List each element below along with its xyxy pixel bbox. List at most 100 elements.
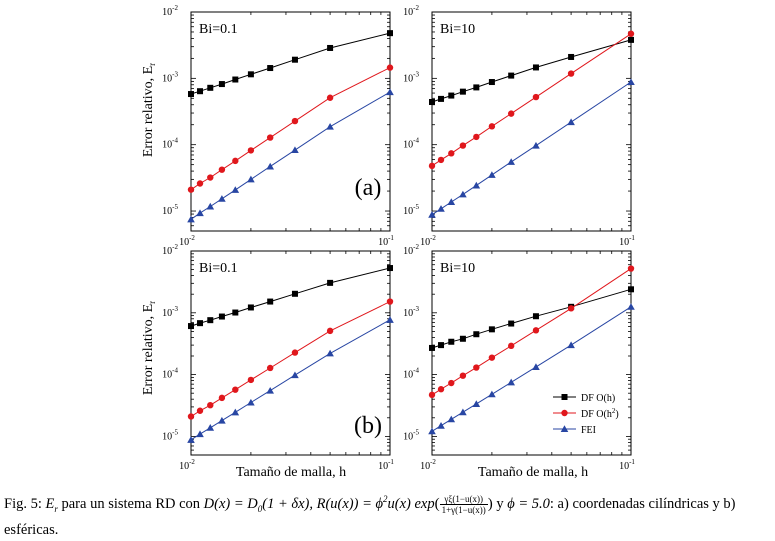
- data-point-df-oh: [532, 313, 539, 320]
- data-point-df-oh2: [448, 150, 455, 157]
- data-point-fei: [206, 424, 215, 431]
- data-point-df-oh: [508, 72, 515, 79]
- data-point-df-oh: [247, 304, 254, 311]
- data-point-df-oh2: [326, 94, 334, 101]
- plot-frame: [431, 11, 632, 232]
- data-point-df-oh: [429, 344, 435, 351]
- data-point-df-oh: [218, 313, 225, 320]
- legend: DF O(h) DF O(h2) FEI: [553, 393, 619, 436]
- data-point-df-oh2: [326, 327, 334, 335]
- data-point-df-oh: [291, 290, 298, 297]
- data-point-fei: [386, 316, 394, 323]
- legend-label: DF O(h): [581, 393, 615, 404]
- data-point-fei: [266, 162, 274, 170]
- legend-item-fei: FEI: [553, 425, 596, 436]
- legend-label: FEI: [581, 425, 596, 436]
- data-point-fei: [532, 363, 540, 370]
- caption-text: y: [492, 495, 508, 512]
- data-point-df-oh: [488, 326, 495, 333]
- x-axis-label-left: Tamaño de malla, h: [236, 465, 346, 480]
- caption-fig-label: Fig. 5:: [4, 495, 42, 512]
- series-line-fei: [431, 81, 632, 216]
- data-point-fei: [459, 190, 467, 198]
- panel-bottom-right: 10-5 10-4 10-3 10-2 10-2 10-1 Bi=10: [403, 243, 635, 472]
- data-point-df-oh: [327, 44, 334, 51]
- x-tick-label: 10-2: [179, 458, 195, 472]
- data-point-df-oh: [267, 65, 274, 72]
- panel-label: Bi=0.1: [199, 261, 238, 276]
- data-point-df-oh2: [437, 156, 445, 164]
- data-point-df-oh: [267, 298, 274, 305]
- caption-rux: R(u(x)) = ϕ2u(x) exp: [316, 494, 435, 512]
- x-tick-label: 10-1: [619, 458, 635, 472]
- y-tick-label: 10-5: [162, 428, 178, 442]
- y-tick-label: 10-5: [162, 203, 178, 217]
- data-point-fei: [291, 371, 299, 379]
- data-point-df-oh: [568, 53, 575, 60]
- y-tick-label: 10-3: [403, 70, 419, 84]
- data-point-fei: [196, 430, 204, 438]
- data-point-df-oh: [197, 320, 204, 327]
- y-tick-label: 10-4: [403, 137, 419, 151]
- data-point-df-oh: [247, 71, 254, 78]
- data-point-fei: [437, 421, 445, 429]
- data-point-df-oh: [232, 76, 239, 83]
- y-tick-label: 10-4: [403, 367, 419, 381]
- data-point-df-oh2: [266, 364, 274, 372]
- caption-fraction-body: γξ(1−u(x)) 1+γ(1−u(x)): [439, 494, 488, 515]
- data-point-df-oh: [508, 320, 515, 327]
- x-tick-label: 10-2: [420, 458, 436, 472]
- series-line-df-oh: [190, 267, 391, 327]
- x-axis-label-right: Tamaño de malla, h: [478, 465, 588, 480]
- series-line-df-oh2: [190, 301, 391, 417]
- data-point-df-oh: [387, 265, 393, 272]
- data-point-df-oh2: [196, 407, 204, 414]
- data-point-df-oh2: [459, 372, 467, 379]
- panel-label: Bi=10: [440, 22, 475, 37]
- panel-top-right: 10-5 10-4 10-3 10-2 10-2 10-1 Bi=10: [403, 4, 635, 248]
- data-point-df-oh: [488, 79, 495, 86]
- data-point-fei: [218, 195, 226, 202]
- data-point-df-oh: [448, 92, 455, 99]
- data-point-fei: [247, 175, 255, 183]
- data-point-df-oh: [207, 317, 214, 324]
- y-axis-label-bottom: Error relativo, Er: [141, 301, 157, 395]
- data-point-fei: [627, 303, 635, 310]
- data-point-fei: [231, 186, 240, 193]
- data-point-df-oh2: [488, 123, 496, 130]
- data-point-df-oh: [207, 84, 214, 91]
- data-point-fei: [266, 386, 274, 394]
- data-point-df-oh: [438, 342, 445, 349]
- panel-annotation: (b): [354, 413, 382, 439]
- panel-bottom-left: 10-5 10-4 10-3 10-2 10-2 10-1 Bi=0.1 (b): [162, 243, 394, 472]
- x-tick-label: 10-2: [179, 234, 195, 248]
- data-point-df-oh: [291, 56, 298, 63]
- data-point-df-oh2: [207, 401, 214, 409]
- caption-text: : a) coordenadas cilíndricas y b) esféri…: [4, 495, 736, 538]
- data-point-fei: [507, 378, 515, 386]
- data-point-fei: [291, 146, 299, 154]
- series-line-df-oh: [431, 288, 632, 349]
- data-point-df-oh: [188, 91, 194, 98]
- y-tick-label: 10-2: [162, 243, 178, 257]
- x-tick-label: 10-1: [378, 234, 394, 248]
- data-point-df-oh2: [532, 93, 540, 101]
- data-point-df-oh2: [473, 133, 480, 141]
- data-point-fei: [567, 341, 575, 349]
- caption-dx: D(x) = D0(1 + δx),: [203, 495, 317, 514]
- data-point-df-oh2: [627, 30, 635, 37]
- caption-er: Er: [45, 495, 58, 514]
- data-point-df-oh: [188, 323, 194, 330]
- y-tick-label: 10-2: [403, 4, 419, 18]
- y-tick-label: 10-2: [403, 243, 419, 257]
- plot-frame: [190, 250, 391, 456]
- series-line-df-oh2: [190, 67, 391, 191]
- data-point-df-oh: [459, 335, 466, 342]
- panel-label: Bi=10: [440, 261, 475, 276]
- data-point-fei: [507, 158, 515, 165]
- data-point-fei: [428, 211, 436, 218]
- data-point-fei: [488, 390, 496, 398]
- y-tick-label: 10-4: [162, 137, 178, 151]
- data-point-df-oh2: [291, 117, 299, 125]
- y-tick-label: 10-4: [162, 367, 178, 381]
